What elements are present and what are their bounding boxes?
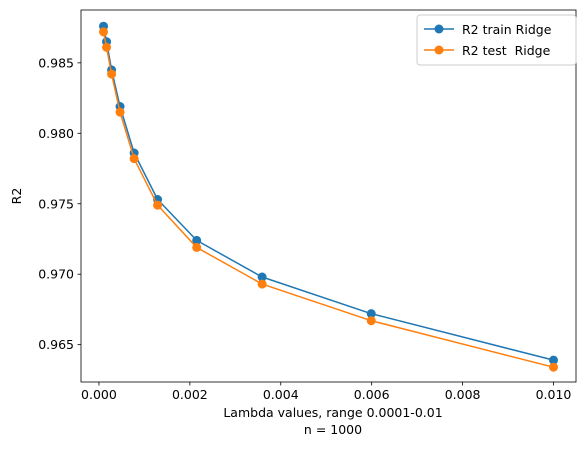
plot-frame	[80, 9, 577, 383]
series-line-train	[102, 26, 554, 361]
data-point-test	[257, 279, 267, 289]
x-tick-label: 0.004	[263, 387, 299, 402]
y-tick-label: 0.970	[38, 267, 74, 282]
data-point-train	[366, 309, 376, 319]
legend-marker-train	[434, 24, 444, 34]
data-point-test	[366, 316, 376, 326]
x-tick-label: 0.006	[354, 387, 390, 402]
legend-frame	[416, 14, 577, 66]
y-tick-label: 0.985	[38, 55, 74, 70]
legend-label-test: R2 test Ridge	[462, 43, 551, 58]
y-tick-label: 0.965	[38, 337, 74, 352]
x-tick-label: 0.002	[172, 387, 208, 402]
data-point-test	[99, 27, 108, 37]
data-point-train	[257, 272, 267, 282]
data-point-test	[107, 69, 117, 79]
x-axis-label: Lambda values, range 0.0001-0.01	[223, 405, 442, 420]
data-point-test	[153, 200, 163, 210]
x-tick-label: 0.000	[81, 387, 117, 402]
data-point-test	[129, 154, 139, 164]
legend: R2 train Ridge R2 test Ridge	[416, 14, 577, 66]
y-tick-label: 0.975	[38, 196, 74, 211]
data-point-test	[549, 362, 558, 372]
x-tick-label: 0.008	[445, 387, 481, 402]
data-point-test	[102, 42, 112, 52]
data-point-train	[549, 355, 558, 365]
series-layer	[99, 21, 558, 372]
y-axis-label: R2	[9, 188, 24, 205]
x-axis-label-line2: n = 1000	[304, 422, 362, 437]
y-tick-label: 0.980	[38, 126, 74, 141]
legend-label-train: R2 train Ridge	[462, 22, 552, 37]
data-point-train	[192, 235, 202, 245]
axes-layer: 0.000 0.002 0.004 0.006 0.008 0.010 0.965 0.970…	[38, 9, 577, 402]
x-tick-label: 0.010	[536, 387, 572, 402]
data-point-test	[192, 242, 202, 252]
legend-marker-test	[434, 45, 444, 55]
series-line-test	[102, 31, 554, 368]
data-point-test	[115, 107, 125, 117]
